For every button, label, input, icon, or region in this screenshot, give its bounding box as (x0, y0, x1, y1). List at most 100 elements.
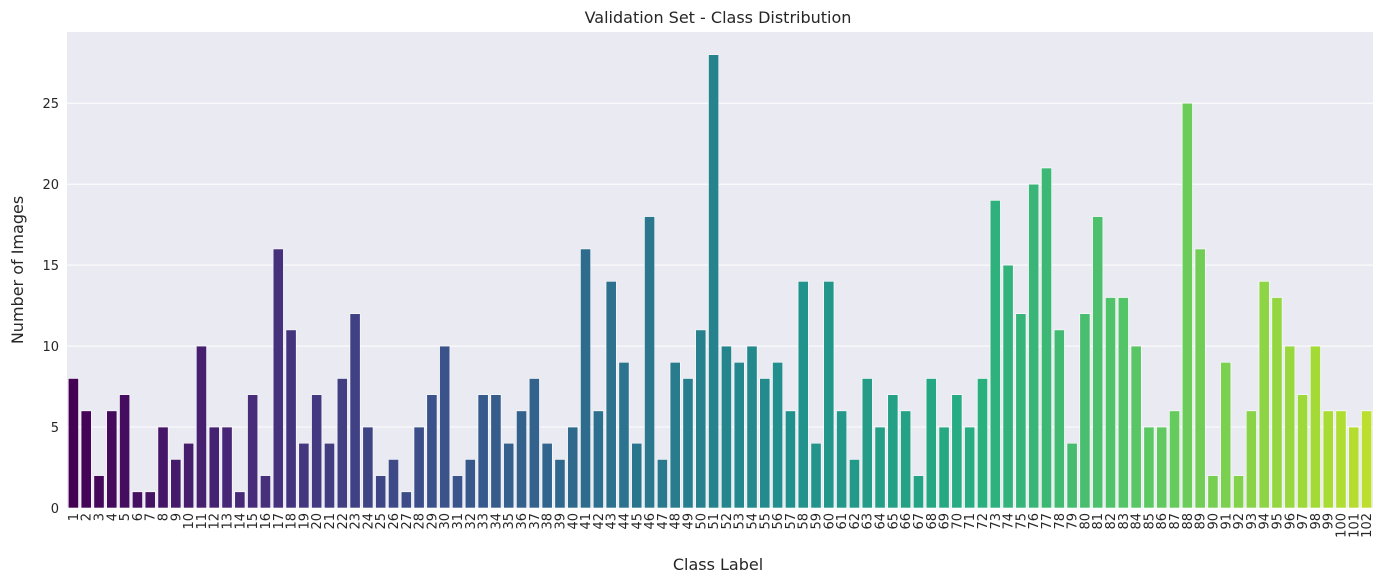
x-tick-label: 49 (681, 513, 696, 530)
bar-class-82 (1105, 297, 1116, 509)
x-tick-label: 5 (118, 513, 133, 521)
bar-class-15 (247, 394, 259, 509)
bar-class-18 (285, 329, 297, 509)
bar-class-22 (336, 378, 348, 509)
x-tick-label: 22 (336, 513, 351, 530)
x-tick-label: 65 (886, 513, 901, 530)
bar-class-67 (913, 475, 924, 509)
x-tick-label: 7 (144, 513, 159, 521)
bar-class-97 (1297, 394, 1309, 509)
x-axis-title: Class Label (673, 555, 763, 574)
bar-class-68 (925, 378, 937, 509)
y-tick-labels: 0 5 10 15 20 25 (42, 97, 59, 517)
bar-class-40 (567, 426, 579, 509)
bar-class-6 (132, 491, 143, 509)
bar-class-41 (580, 248, 591, 509)
bar-class-24 (362, 426, 374, 509)
bar-class-14 (234, 491, 246, 509)
x-tick-labels: 1234567891011121314151617181920212223242… (67, 513, 1375, 538)
bar-class-36 (516, 410, 527, 509)
bar-class-77 (1041, 167, 1052, 509)
bar-class-80 (1079, 313, 1091, 509)
bar-class-86 (1156, 426, 1168, 509)
bar-class-19 (298, 442, 310, 509)
bar-class-62 (849, 459, 860, 509)
bar-class-75 (1015, 313, 1027, 509)
bar-class-66 (900, 410, 912, 509)
bar-class-72 (977, 378, 988, 509)
bar-class-81 (1092, 216, 1104, 509)
x-tick-label: 78 (1053, 513, 1068, 530)
x-tick-label: 76 (1027, 513, 1042, 530)
bar-class-1 (67, 378, 79, 509)
bar-class-30 (439, 345, 451, 509)
x-tick-label: 45 (630, 513, 645, 530)
x-tick-label: 1 (67, 513, 82, 521)
x-tick-label: 48 (669, 513, 684, 530)
bar-class-93 (1245, 410, 1257, 509)
y-tick-label: 20 (42, 178, 59, 193)
x-tick-label: 30 (438, 513, 453, 530)
x-tick-label: 52 (720, 513, 735, 530)
bar-class-83 (1117, 297, 1129, 509)
bar-class-54 (746, 345, 758, 509)
bar-class-100 (1335, 410, 1347, 509)
bar-class-51 (708, 54, 720, 509)
bar-class-88 (1181, 102, 1193, 509)
x-tick-label: 23 (349, 513, 364, 530)
x-tick-label: 12 (208, 513, 223, 530)
x-tick-label: 82 (1104, 513, 1119, 530)
x-tick-label: 99 (1322, 513, 1337, 530)
x-tick-label: 55 (758, 513, 773, 530)
bar-class-44 (618, 361, 630, 509)
chart-title: Validation Set - Class Distribution (585, 8, 852, 27)
x-tick-label: 54 (746, 513, 761, 530)
bar-class-17 (272, 248, 284, 509)
bar-class-99 (1322, 410, 1334, 509)
bar-class-59 (810, 442, 822, 509)
x-tick-label: 74 (1002, 513, 1017, 530)
x-tick-label: 56 (771, 513, 786, 530)
bar-class-78 (1053, 329, 1065, 509)
x-tick-label: 97 (1296, 513, 1311, 530)
x-tick-label: 66 (899, 513, 914, 530)
x-tick-label: 83 (1117, 513, 1132, 530)
x-tick-label: 32 (464, 513, 479, 530)
x-tick-label: 44 (617, 513, 632, 530)
bars (67, 54, 1373, 509)
x-tick-label: 28 (413, 513, 428, 530)
y-axis-title: Number of Images (8, 196, 27, 344)
x-tick-label: 15 (246, 513, 261, 530)
bar-class-57 (784, 410, 796, 509)
x-tick-label: 79 (1066, 513, 1081, 530)
x-tick-label: 71 (963, 513, 978, 530)
x-tick-label: 21 (323, 513, 338, 530)
y-tick-label: 0 (51, 502, 59, 517)
bar-class-27 (400, 491, 412, 509)
bar-class-38 (541, 442, 553, 509)
x-tick-label: 29 (425, 513, 440, 530)
y-tick-label: 5 (51, 421, 59, 436)
bar-class-94 (1258, 281, 1270, 509)
x-tick-label: 81 (1091, 513, 1106, 530)
x-tick-label: 13 (221, 513, 236, 530)
bar-class-69 (938, 426, 950, 509)
x-tick-label: 63 (861, 513, 876, 530)
plot-area (67, 32, 1373, 508)
bar-class-43 (605, 281, 617, 509)
x-tick-label: 92 (1232, 513, 1247, 530)
bar-class-20 (311, 394, 323, 509)
x-tick-label: 46 (643, 513, 658, 530)
x-tick-label: 42 (592, 513, 607, 530)
bar-class-31 (452, 475, 463, 509)
bar-class-12 (208, 426, 220, 509)
x-tick-label: 96 (1283, 513, 1298, 530)
x-tick-label: 10 (182, 513, 197, 530)
x-tick-label: 19 (297, 513, 312, 530)
x-tick-label: 59 (810, 513, 825, 530)
gridlines (67, 102, 1373, 509)
bar-class-52 (720, 345, 732, 509)
x-tick-label: 38 (541, 513, 556, 530)
bar-class-50 (695, 329, 707, 509)
